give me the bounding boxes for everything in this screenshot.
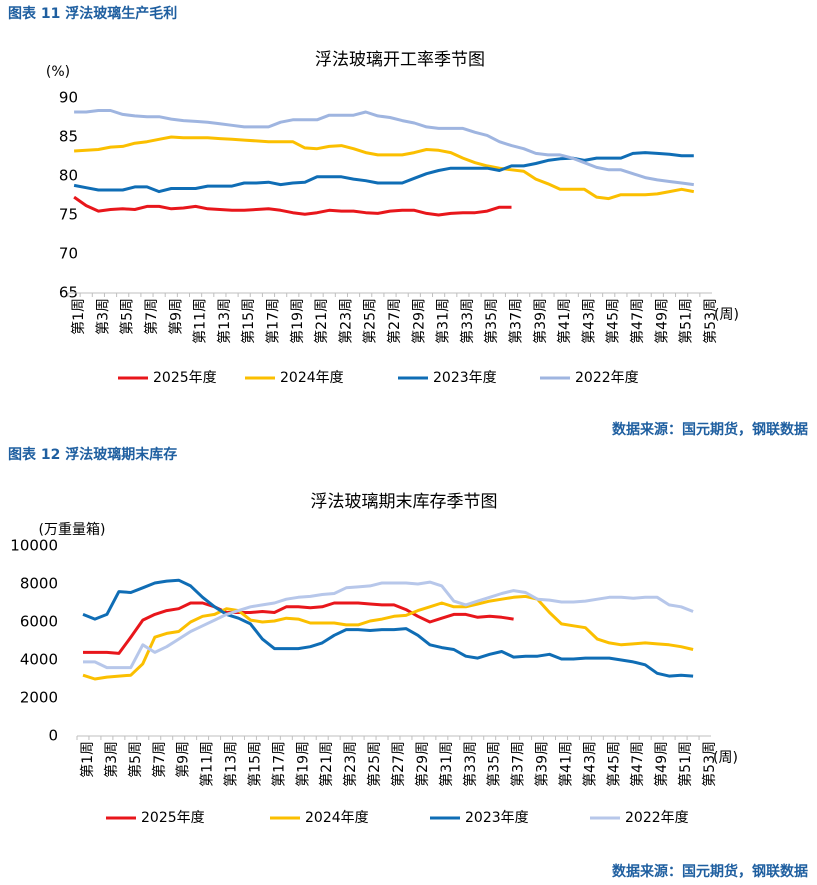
x-tick-label: 第35周 (483, 298, 500, 344)
chart-title: 浮法玻璃开工率季节图 (315, 50, 485, 70)
x-tick-label: 第1周 (79, 741, 96, 778)
x-tick-label: 第45周 (605, 298, 622, 344)
series-line (82, 594, 694, 681)
x-tick-label: 第13周 (223, 741, 240, 787)
y-tick-label: 0 (48, 727, 58, 745)
x-tick-label: 第11周 (199, 741, 216, 787)
x-tick-label: 第51周 (678, 298, 695, 344)
x-tick-label: 第19周 (294, 741, 311, 787)
series-line (73, 195, 512, 217)
chart-title: 浮法玻璃期末库存季节图 (311, 492, 498, 512)
series-line (83, 601, 514, 655)
x-tick-label: 第47周 (629, 741, 646, 787)
x-tick-label: 第33周 (459, 298, 476, 344)
x-tick-label: 第39周 (532, 298, 549, 344)
x-tick-label: 第3周 (94, 298, 111, 335)
series-line (83, 580, 694, 670)
source-note: 数据来源：国元期货，钢联数据 (612, 421, 808, 438)
x-tick-label: 第17周 (264, 298, 281, 344)
legend-label: 2024年度 (280, 370, 344, 386)
y-axis-unit: (%) (46, 64, 70, 80)
x-tick-label: 第9周 (175, 741, 192, 778)
legend-label: 2022年度 (625, 810, 689, 826)
y-axis-unit: (万重量箱) (39, 522, 106, 538)
x-tick-label: 第49周 (653, 741, 670, 787)
x-tick-label: 第41周 (557, 741, 574, 787)
x-tick-label: 第41周 (556, 298, 573, 344)
legend-label: 2022年度 (575, 370, 639, 386)
x-tick-label: 第19周 (289, 298, 306, 344)
series-line (73, 151, 694, 194)
x-tick-label: 第31周 (435, 298, 452, 344)
y-tick-label: 8000 (20, 575, 58, 593)
x-tick-label: 第9周 (167, 298, 184, 335)
legend-label: 2023年度 (465, 810, 529, 826)
x-tick-label: 第21周 (313, 298, 330, 344)
y-tick-label: 10000 (10, 537, 58, 555)
x-tick-label: 第3周 (103, 741, 120, 778)
y-tick-label: 80 (59, 167, 78, 185)
x-tick-label: 第17周 (270, 741, 287, 787)
x-tick-label: 第39周 (534, 741, 551, 787)
legend-label: 2025年度 (153, 370, 217, 386)
x-tick-label: 第37周 (510, 741, 527, 787)
x-tick-label: 第35周 (486, 741, 503, 787)
series-line (74, 135, 695, 201)
y-tick-label: 70 (59, 245, 78, 263)
x-axis-unit: (周) (714, 307, 739, 323)
y-tick-label: 2000 (20, 689, 58, 707)
x-tick-label: 第29周 (410, 298, 427, 344)
x-tick-label: 第25周 (366, 741, 383, 787)
x-tick-label: 第47周 (629, 298, 646, 344)
x-tick-label: 第37周 (508, 298, 525, 344)
legend-label: 2023年度 (433, 370, 497, 386)
figure-caption: 图表 11 浮法玻璃生产毛利 (8, 5, 177, 22)
x-tick-label: 第7周 (151, 741, 168, 778)
series-line (82, 578, 694, 678)
series-line (74, 109, 694, 187)
x-tick-label: 第5周 (119, 298, 136, 335)
x-tick-label: 第25周 (362, 298, 379, 344)
x-tick-label: 第21周 (318, 741, 335, 787)
x-tick-label: 第27周 (386, 298, 403, 344)
x-tick-label: 第11周 (192, 298, 209, 344)
x-axis-unit: (周) (713, 750, 738, 766)
x-tick-label: 第5周 (127, 741, 144, 778)
x-tick-label: 第29周 (414, 741, 431, 787)
legend-label: 2025年度 (141, 810, 205, 826)
x-tick-label: 第15周 (246, 741, 263, 787)
y-tick-label: 85 (59, 128, 78, 146)
x-tick-label: 第31周 (438, 741, 455, 787)
x-tick-label: 第23周 (342, 741, 359, 787)
x-tick-label: 第53周 (702, 298, 719, 344)
x-tick-label: 第15周 (240, 298, 257, 344)
legend-label: 2024年度 (305, 810, 369, 826)
y-tick-label: 4000 (20, 651, 58, 669)
x-tick-label: 第33周 (462, 741, 479, 787)
x-tick-label: 第13周 (216, 298, 233, 344)
y-tick-label: 6000 (20, 613, 58, 631)
source-note: 数据来源：国元期货，钢联数据 (612, 863, 808, 880)
x-tick-label: 第23周 (337, 298, 354, 344)
y-tick-label: 75 (59, 206, 78, 224)
x-tick-label: 第49周 (653, 298, 670, 344)
x-tick-label: 第53周 (701, 741, 718, 787)
figure-caption: 图表 12 浮法玻璃期末库存 (8, 446, 177, 463)
x-tick-label: 第1周 (70, 298, 87, 335)
y-tick-label: 90 (59, 89, 78, 107)
x-tick-label: 第7周 (143, 298, 160, 335)
x-tick-label: 第27周 (390, 741, 407, 787)
x-tick-label: 第51周 (677, 741, 694, 787)
x-tick-label: 第43周 (581, 741, 598, 787)
x-tick-label: 第43周 (580, 298, 597, 344)
x-tick-label: 第45周 (605, 741, 622, 787)
